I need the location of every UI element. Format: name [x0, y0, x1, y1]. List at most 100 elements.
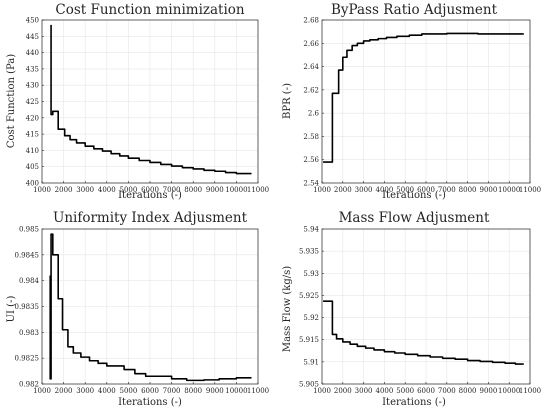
x-tick-label: 4000 — [375, 387, 393, 395]
chart-panel-uniformity-index: Uniformity Index Adjusment Iterations (-… — [6, 210, 269, 408]
chart-title: Cost Function minimization — [55, 2, 245, 18]
y-ticks: 2.54 2.56 2.58 2.6 2.62 2.64 2.66 2.68 — [303, 17, 324, 188]
chart-title: Uniformity Index Adjusment — [53, 210, 248, 226]
y-tick-label: 435 — [26, 65, 39, 73]
y-tick-label: 0.984 — [19, 277, 40, 285]
x-tick-label: 9000 — [206, 186, 224, 194]
x-tick-label: 6000 — [417, 387, 435, 395]
x-tick-label: 9000 — [479, 387, 497, 395]
x-tick-label: 11000 — [519, 186, 541, 194]
x-tick-label: 9000 — [206, 387, 224, 395]
x-tick-label: 1000 — [313, 186, 331, 194]
y-tick-label: 2.6 — [308, 110, 320, 118]
x-tick-label: 3000 — [355, 186, 373, 194]
x-tick-label: 5000 — [396, 387, 414, 395]
y-tick-label: 420 — [26, 114, 39, 122]
x-tick-label: 6000 — [417, 186, 435, 194]
y-ticks: 0.982 0.9825 0.983 0.9835 0.984 0.9845 0.985 — [15, 226, 44, 389]
x-tick-label: 9000 — [479, 186, 497, 194]
x-tick-label: 8000 — [459, 186, 477, 194]
x-tick-label: 6000 — [141, 387, 159, 395]
y-tick-label: 0.9825 — [15, 355, 40, 363]
y-tick-label: 440 — [26, 49, 39, 57]
y-tick-label: 405 — [26, 163, 39, 171]
x-tick-label: 1000 — [33, 186, 51, 194]
x-tick-label: 3000 — [355, 387, 373, 395]
x-tick-label: 7000 — [163, 387, 181, 395]
series-line — [49, 233, 252, 382]
y-tick-label: 2.62 — [303, 86, 319, 94]
y-axis-label: UI (-) — [6, 296, 17, 323]
y-tick-label: 2.64 — [303, 63, 319, 71]
series-line — [323, 32, 524, 163]
x-tick-label: 5000 — [119, 186, 137, 194]
x-tick-label: 3000 — [76, 186, 94, 194]
y-tick-label: 2.66 — [303, 40, 319, 48]
y-tick-label: 0.9845 — [15, 251, 40, 259]
chart-panel-mass-flow: Mass Flow Adjusment Iterations (-) Mass … — [282, 210, 541, 408]
y-tick-label: 5.91 — [303, 358, 319, 366]
x-tick-label: 4000 — [98, 387, 116, 395]
x-ticks: 1000 2000 3000 4000 5000 6000 7000 8000 9000 1000… — [313, 181, 541, 194]
y-tick-label: 400 — [26, 180, 39, 188]
x-tick-label: 3000 — [76, 387, 94, 395]
x-tick-label: 8000 — [184, 186, 202, 194]
x-ticks: 1000 2000 3000 4000 5000 6000 7000 8000 9000 1000… — [33, 181, 269, 194]
x-axis-label: Iterations (-) — [382, 397, 446, 408]
x-ticks: 1000 2000 3000 4000 5000 6000 7000 8000 9000 1000… — [33, 382, 269, 395]
y-tick-label: 415 — [26, 131, 39, 139]
y-axis-label: Cost Function (Pa) — [6, 54, 17, 148]
x-tick-label: 10000 — [225, 387, 247, 395]
y-ticks: 400 405 410 415 420 425 430 435 440 445 450 — [26, 17, 44, 188]
chart-panel-cost-function: Cost Function minimization Iterations (-… — [6, 2, 269, 201]
grid-lines — [41, 228, 259, 385]
chart-title: ByPass Ratio Adjusment — [331, 2, 498, 18]
y-tick-label: 0.982 — [19, 381, 39, 389]
y-tick-label: 2.68 — [303, 17, 319, 25]
grid-lines — [41, 19, 259, 184]
y-tick-label: 5.915 — [299, 336, 319, 344]
x-tick-label: 6000 — [141, 186, 159, 194]
y-tick-label: 5.93 — [303, 270, 319, 278]
series-line — [50, 24, 252, 175]
x-tick-label: 7000 — [438, 186, 456, 194]
y-tick-label: 5.94 — [303, 226, 319, 234]
y-tick-label: 0.983 — [19, 329, 39, 337]
x-tick-label: 4000 — [98, 186, 116, 194]
x-tick-label: 4000 — [375, 186, 393, 194]
x-tick-label: 11000 — [247, 387, 269, 395]
x-tick-label: 10000 — [225, 186, 247, 194]
x-tick-label: 8000 — [459, 387, 477, 395]
grid-lines — [321, 228, 531, 385]
series-line — [323, 300, 524, 365]
grid-lines — [321, 19, 531, 184]
x-tick-label: 2000 — [55, 387, 73, 395]
chart-panel-bypass-ratio: ByPass Ratio Adjusment Iterations (-) BP… — [282, 2, 541, 201]
x-tick-label: 5000 — [119, 387, 137, 395]
y-tick-label: 410 — [26, 147, 39, 155]
y-tick-label: 5.925 — [299, 292, 319, 300]
chart-title: Mass Flow Adjusment — [339, 210, 490, 226]
y-axis-label: BPR (-) — [282, 83, 293, 119]
x-tick-label: 1000 — [33, 387, 51, 395]
y-tick-label: 0.9835 — [15, 303, 40, 311]
y-tick-label: 0.985 — [19, 226, 39, 234]
y-tick-label: 5.92 — [303, 314, 319, 322]
x-tick-label: 2000 — [55, 186, 73, 194]
y-ticks: 5.905 5.91 5.915 5.92 5.925 5.93 5.935 5.94 — [299, 226, 324, 389]
x-tick-label: 1000 — [313, 387, 331, 395]
x-axis-label: Iterations (-) — [382, 190, 446, 201]
x-tick-label: 5000 — [396, 186, 414, 194]
x-ticks: 1000 2000 3000 4000 5000 6000 7000 8000 9000 1000… — [313, 382, 541, 395]
x-axis-label: Iterations (-) — [118, 397, 182, 408]
x-tick-label: 11000 — [247, 186, 269, 194]
y-tick-label: 2.58 — [303, 133, 319, 141]
y-tick-label: 5.905 — [299, 381, 319, 389]
y-tick-label: 5.935 — [299, 248, 319, 256]
x-tick-label: 2000 — [334, 186, 352, 194]
y-tick-label: 425 — [26, 98, 39, 106]
y-tick-label: 2.56 — [303, 156, 319, 164]
x-axis-label: Iterations (-) — [118, 190, 182, 201]
x-tick-label: 8000 — [184, 387, 202, 395]
